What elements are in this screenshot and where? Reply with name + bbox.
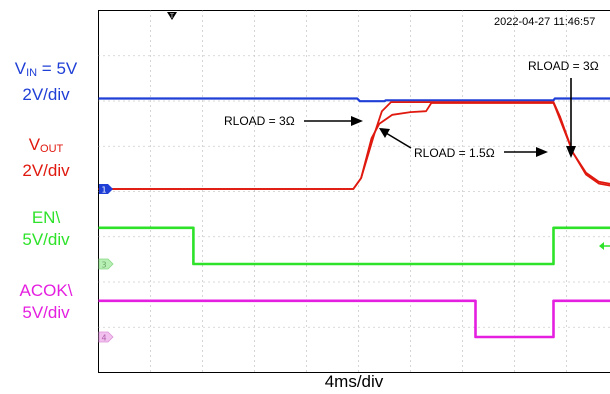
vout-name: VOUT (28, 135, 64, 155)
vin-scale: 2V/div (22, 85, 70, 104)
en-label: EN\ 5V/div (0, 207, 92, 251)
en-name: EN\ (31, 208, 61, 227)
vout-label: VOUT 2V/div (0, 134, 92, 182)
acok-trace (98, 299, 610, 339)
vin-trace (98, 97, 610, 103)
vin-label: VIN = 5V 2V/div (0, 58, 92, 106)
svg-text:RLOAD = 3Ω: RLOAD = 3Ω (224, 114, 295, 128)
vout-trace-rload-1-5 (98, 102, 610, 190)
en-scale: 5V/div (22, 230, 70, 249)
ch4-marker: 4 (98, 331, 114, 343)
vin-name: VIN = 5V (14, 59, 78, 79)
x-axis-scale: 4ms/div (324, 372, 384, 391)
svg-text:RLOAD = 1.5Ω: RLOAD = 1.5Ω (414, 146, 495, 160)
ch3-marker: 3 (98, 258, 114, 270)
timestamp: 2022-04-27 11:46:57 (494, 16, 595, 28)
annotation-rload-3-left: RLOAD = 3Ω (224, 114, 363, 128)
vout-scale: 2V/div (22, 161, 70, 180)
svg-text:RLOAD = 3Ω: RLOAD = 3Ω (528, 59, 599, 73)
annotation-rload-3-right: RLOAD = 3Ω (528, 59, 599, 158)
acok-label: ACOK\ 5V/div (0, 280, 92, 324)
svg-text:T: T (169, 13, 174, 20)
acok-name: ACOK\ (19, 281, 73, 300)
ch1-marker: 1 (99, 184, 113, 195)
svg-text:1: 1 (101, 186, 106, 195)
svg-text:3: 3 (101, 261, 106, 270)
acok-scale: 5V/div (22, 303, 70, 322)
svg-text:4: 4 (101, 334, 106, 343)
trigger-marker: T (167, 12, 177, 20)
en-trace (98, 226, 610, 266)
traces (98, 97, 610, 339)
en-offscreen-arrow-icon (599, 242, 610, 250)
annotation-rload-1-5: RLOAD = 1.5Ω (379, 128, 548, 160)
